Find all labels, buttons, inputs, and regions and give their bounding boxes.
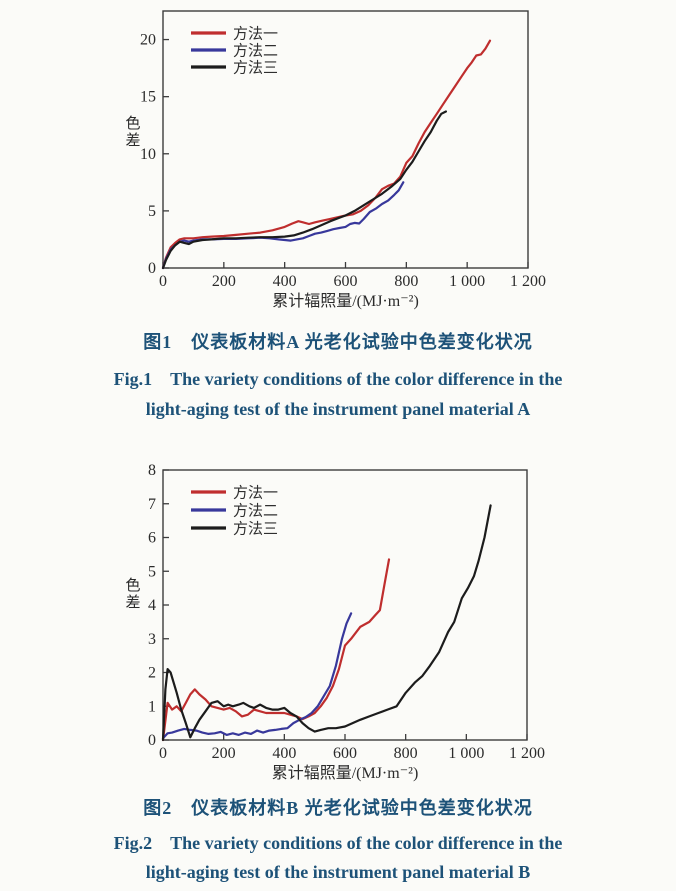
y-axis: 0 5 10 15 20 <box>140 32 169 277</box>
x-tick-label: 0 <box>159 273 167 290</box>
x-tick-label: 600 <box>334 273 358 290</box>
y-tick-label: 10 <box>140 146 156 163</box>
x-tick-label: 800 <box>394 273 418 290</box>
x-tick-label: 1 200 <box>509 745 545 762</box>
y-tick-label: 5 <box>148 563 156 580</box>
figure2-chart: 0 200 400 600 800 1 000 1 200 累计辐照量/(MJ·m⁻²) 0 1 2… <box>125 462 545 782</box>
figure2-caption-zh: 图2 仪表板材料B 光老化试验中色差变化状况 <box>143 798 533 818</box>
figure1-chart: 0 200 400 600 800 1 000 1 200 累计辐照量/(MJ·m⁻²) 0 5 1… <box>125 10 546 310</box>
x-tick-label: 1 000 <box>448 745 484 762</box>
y-tick-label: 7 <box>148 496 156 513</box>
legend-label-3: 方法三 <box>233 60 278 77</box>
y-tick-label: 20 <box>140 32 156 49</box>
figure1-caption-en-line2: light-aging test of the instrument panel… <box>145 399 531 419</box>
x-axis: 0 200 400 600 800 1 000 1 200 <box>159 734 545 762</box>
y-tick-label: 6 <box>148 530 156 547</box>
x-tick-label: 200 <box>212 745 236 762</box>
x-axis-label: 累计辐照量/(MJ·m⁻²) <box>272 292 419 310</box>
legend-label-2: 方法二 <box>233 43 278 60</box>
x-tick-label: 400 <box>272 745 296 762</box>
x-axis: 0 200 400 600 800 1 000 1 200 <box>159 262 546 290</box>
y-tick-label: 2 <box>148 665 156 682</box>
figure1-caption-en-line1: Fig.1 The variety conditions of the colo… <box>113 369 563 389</box>
figure2-caption-en-line1: Fig.2 The variety conditions of the colo… <box>113 833 563 853</box>
x-tick-label: 1 000 <box>449 273 485 290</box>
y-axis: 0 1 2 3 4 5 6 7 8 <box>148 462 169 749</box>
series-line-1 <box>161 39 492 270</box>
y-tick-label: 4 <box>148 597 156 614</box>
y-axis-label: 色差 <box>125 115 140 149</box>
x-tick-label: 200 <box>212 273 236 290</box>
x-axis-label: 累计辐照量/(MJ·m⁻²) <box>272 764 419 782</box>
figure2-caption-en-line2: light-aging test of the instrument panel… <box>145 862 531 882</box>
x-tick-label: 800 <box>394 745 418 762</box>
x-tick-label: 400 <box>273 273 297 290</box>
series-line-2 <box>161 612 353 740</box>
series-line-3 <box>161 110 447 270</box>
series-line-1 <box>161 558 391 742</box>
y-tick-label: 8 <box>148 462 156 479</box>
legend-label-3: 方法三 <box>233 521 278 538</box>
y-tick-label: 0 <box>148 260 156 277</box>
y-axis-label: 色差 <box>125 577 140 611</box>
y-tick-label: 15 <box>140 89 156 106</box>
y-tick-label: 1 <box>148 698 156 715</box>
x-tick-label: 0 <box>159 745 167 762</box>
figure1-caption-zh: 图1 仪表板材料A 光老化试验中色差变化状况 <box>143 332 533 352</box>
y-tick-label: 5 <box>148 203 156 220</box>
y-tick-label: 0 <box>148 732 156 749</box>
legend-label-1: 方法一 <box>233 26 278 43</box>
y-tick-label: 3 <box>148 631 156 648</box>
series-line-2 <box>161 181 405 270</box>
x-tick-label: 1 200 <box>510 273 546 290</box>
x-tick-label: 600 <box>333 745 357 762</box>
legend-label-1: 方法一 <box>233 485 278 502</box>
series-line-3 <box>161 504 492 742</box>
legend-label-2: 方法二 <box>233 503 278 520</box>
